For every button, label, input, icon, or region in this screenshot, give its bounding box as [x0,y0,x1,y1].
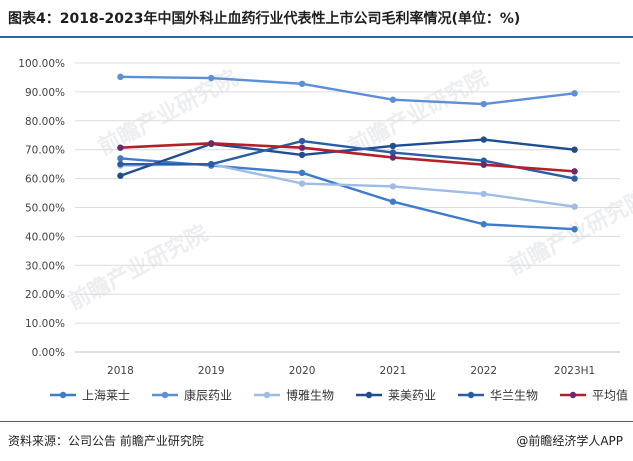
data-point [571,203,578,210]
chart-title: 图表4：2018-2023年中国外科止血药行业代表性上市公司毛利率情况(单位：%… [8,11,521,27]
data-point [298,169,306,177]
data-point [208,74,215,82]
data-point [298,151,306,159]
chart-legend: 上海莱士 康辰药业 博雅生物 莱美药业 华兰生物 平均值 [50,388,628,403]
data-point [208,160,215,168]
y-tick-label: 0.00% [32,347,65,359]
data-point [389,183,397,190]
y-tick-label: 10.00% [25,318,65,330]
y-tick-label: 70.00% [25,145,65,157]
data-point [389,96,397,103]
data-point [571,146,578,153]
data-point [208,140,215,147]
legend-label: 莱美药业 [388,389,436,403]
x-tick-label: 2018 [107,365,134,377]
y-tick-label: 60.00% [25,174,65,186]
data-point [389,198,397,205]
series-line [119,157,576,231]
title-bar: 图表4：2018-2023年中国外科止血药行业代表性上市公司毛利率情况(单位：%… [0,0,633,38]
x-tick-label: 2023H1 [554,365,595,377]
data-point [117,155,124,162]
line-chart: 0.00% 10.00% 20.00% 30.00% 40.00% 50.00% 60.00… [18,58,628,403]
data-point [117,144,124,151]
series-line [119,139,576,180]
data-point [571,175,578,182]
data-point [571,90,578,97]
legend-marker [59,391,67,399]
credit-note: @前瞻经济学人APP [516,434,623,448]
legend-label: 华兰生物 [490,389,538,403]
data-point [117,160,124,168]
title-divider [0,36,633,38]
legend-marker [569,391,577,399]
x-tick-label: 2020 [289,365,316,377]
y-tick-label: 80.00% [25,116,65,128]
legend-marker [161,391,169,399]
data-point [298,180,306,187]
chart-grid [75,62,620,353]
source-note: 资料来源：公司公告 前瞻产业研究院 [8,434,204,448]
legend-marker [467,391,475,399]
y-tick-label: 30.00% [25,260,65,272]
y-axis: 0.00% 10.00% 20.00% 30.00% 40.00% 50.00% 60.00… [18,58,65,359]
data-point [389,149,397,156]
data-point [389,142,397,150]
legend-marker [365,391,373,399]
data-point [117,73,124,81]
series-line [119,162,576,208]
data-point [480,136,487,143]
footer-divider [0,421,633,422]
legend-label: 上海莱士 [82,388,130,403]
data-point [298,144,306,151]
data-point [389,154,397,161]
data-point [480,100,487,108]
legend-label: 康辰药业 [184,388,232,403]
x-tick-label: 2019 [198,365,225,377]
legend-label: 平均值 [592,388,628,403]
legend-marker [263,391,271,399]
y-tick-label: 50.00% [25,203,65,215]
data-point [571,225,578,233]
data-point [298,80,306,88]
y-tick-label: 20.00% [25,289,65,301]
footer: 资料来源：公司公告 前瞻产业研究院 @前瞻经济学人APP [0,426,633,456]
x-tick-label: 2021 [380,365,407,377]
y-tick-label: 40.00% [25,231,65,243]
data-point [117,172,124,179]
series-line [119,75,576,106]
data-point [571,168,578,175]
series-line [119,142,576,173]
y-tick-label: 100.00% [18,58,65,70]
data-point [480,161,487,168]
data-point [480,190,487,198]
data-point [480,221,487,228]
x-axis: 2018 2019 2020 2021 2022 2023H1 [75,351,620,377]
legend-label: 博雅生物 [286,388,334,403]
series-line [119,138,576,177]
data-point [298,137,306,145]
chart-series [117,73,578,233]
y-tick-label: 90.00% [25,87,65,99]
x-tick-label: 2022 [470,365,497,377]
